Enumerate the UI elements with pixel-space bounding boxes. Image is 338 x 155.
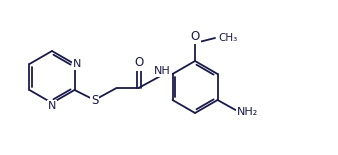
Text: O: O — [190, 29, 200, 42]
Text: O: O — [134, 57, 143, 69]
Text: NH: NH — [154, 66, 171, 76]
Text: S: S — [91, 93, 98, 106]
Text: CH₃: CH₃ — [218, 33, 238, 43]
Text: NH₂: NH₂ — [237, 107, 258, 117]
Text: N: N — [48, 101, 56, 111]
Text: N: N — [73, 59, 82, 69]
